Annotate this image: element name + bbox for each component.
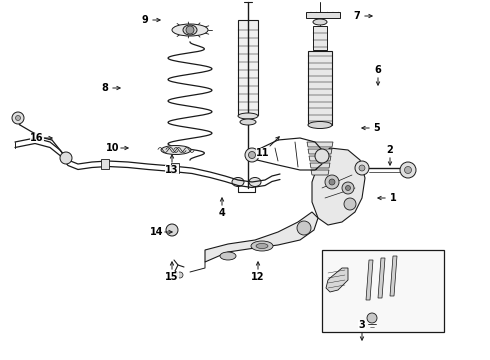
- Text: 3: 3: [359, 320, 366, 330]
- Circle shape: [12, 112, 24, 124]
- Polygon shape: [310, 163, 330, 168]
- Circle shape: [177, 272, 183, 278]
- Circle shape: [345, 185, 350, 190]
- Text: 11: 11: [256, 148, 270, 158]
- Circle shape: [342, 182, 354, 194]
- Polygon shape: [306, 12, 340, 18]
- Text: 9: 9: [142, 15, 148, 25]
- Ellipse shape: [183, 25, 197, 35]
- Text: 10: 10: [106, 143, 120, 153]
- Circle shape: [166, 224, 178, 236]
- Ellipse shape: [240, 119, 256, 125]
- Text: 7: 7: [354, 11, 360, 21]
- Ellipse shape: [251, 241, 273, 251]
- Circle shape: [60, 152, 72, 164]
- Text: 4: 4: [219, 208, 225, 218]
- Ellipse shape: [172, 24, 208, 36]
- Polygon shape: [309, 156, 331, 161]
- Polygon shape: [326, 268, 348, 292]
- Ellipse shape: [313, 19, 327, 25]
- Bar: [238, 20, 258, 115]
- Text: 13: 13: [165, 165, 179, 175]
- Ellipse shape: [238, 113, 258, 119]
- Text: 15: 15: [165, 272, 179, 282]
- Circle shape: [297, 221, 311, 235]
- Text: 14: 14: [150, 227, 164, 237]
- Ellipse shape: [220, 252, 236, 260]
- Text: 12: 12: [251, 272, 265, 282]
- Polygon shape: [308, 149, 332, 154]
- Circle shape: [16, 116, 21, 121]
- Polygon shape: [312, 148, 365, 225]
- Text: 1: 1: [390, 193, 396, 203]
- Circle shape: [186, 26, 194, 34]
- Bar: [171, 162, 179, 172]
- Text: 6: 6: [375, 65, 381, 75]
- Ellipse shape: [232, 177, 244, 186]
- Circle shape: [405, 166, 412, 174]
- Ellipse shape: [249, 177, 261, 186]
- Circle shape: [248, 152, 255, 158]
- Bar: [308, 51, 332, 125]
- Bar: [322, 250, 444, 332]
- Text: 2: 2: [387, 145, 393, 155]
- Polygon shape: [311, 170, 329, 175]
- Text: 5: 5: [373, 123, 380, 133]
- Circle shape: [359, 165, 365, 171]
- Ellipse shape: [308, 122, 332, 129]
- Polygon shape: [390, 256, 397, 296]
- Circle shape: [329, 179, 335, 185]
- Ellipse shape: [161, 145, 191, 154]
- Polygon shape: [378, 258, 385, 298]
- Circle shape: [315, 149, 329, 163]
- Circle shape: [400, 162, 416, 178]
- Circle shape: [245, 148, 259, 162]
- Circle shape: [367, 313, 377, 323]
- Polygon shape: [307, 142, 333, 147]
- Bar: [101, 158, 109, 168]
- Circle shape: [325, 175, 339, 189]
- Circle shape: [355, 161, 369, 175]
- Polygon shape: [366, 260, 373, 300]
- Text: 16: 16: [30, 133, 44, 143]
- Polygon shape: [205, 212, 318, 262]
- Bar: [313, 26, 327, 50]
- Circle shape: [344, 198, 356, 210]
- Ellipse shape: [256, 243, 268, 248]
- Text: 8: 8: [101, 83, 108, 93]
